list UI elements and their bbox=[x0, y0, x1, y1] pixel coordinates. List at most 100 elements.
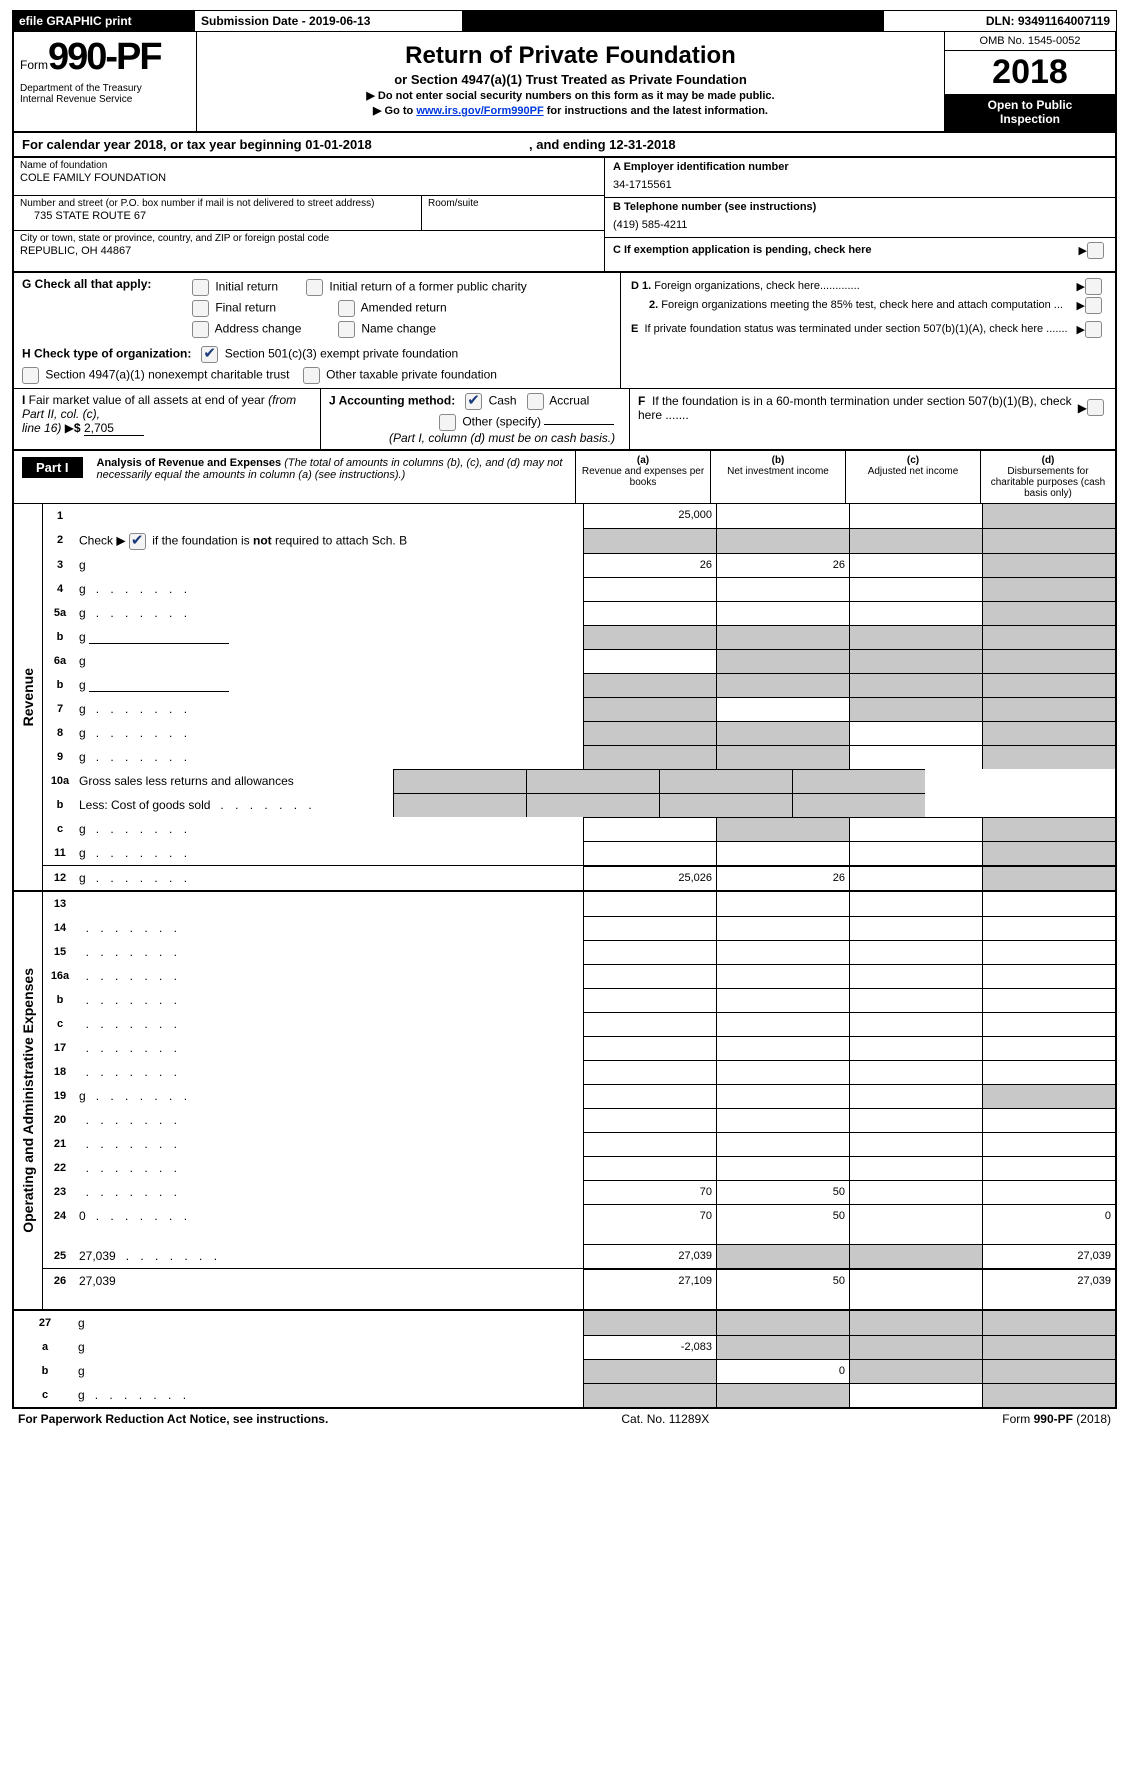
amount-cell: 27,039 bbox=[982, 1244, 1115, 1268]
row-number: 7 bbox=[43, 697, 77, 721]
expense-sidebar-label: Operating and Administrative Expenses bbox=[20, 968, 36, 1233]
g-address-change[interactable] bbox=[192, 321, 209, 338]
table-row: bg0 bbox=[14, 1359, 1115, 1383]
row-number: 26 bbox=[43, 1269, 77, 1309]
g-name-change[interactable] bbox=[338, 321, 355, 338]
submission-date: Submission Date - 2019-06-13 bbox=[195, 11, 463, 31]
g-initial-return[interactable] bbox=[192, 279, 209, 296]
ssn-warning: ▶ Do not enter social security numbers o… bbox=[207, 89, 934, 102]
h-label: H Check type of organization: bbox=[22, 346, 191, 360]
amount-cell bbox=[982, 1311, 1115, 1335]
row-number: 20 bbox=[43, 1108, 77, 1132]
j-cash-checkbox[interactable] bbox=[465, 393, 482, 410]
amount-cell bbox=[849, 601, 982, 625]
goto-link[interactable]: www.irs.gov/Form990PF bbox=[416, 105, 543, 117]
amount-cell bbox=[982, 697, 1115, 721]
j-other-checkbox[interactable] bbox=[439, 414, 456, 431]
f-checkbox[interactable] bbox=[1087, 399, 1104, 416]
amount-cell bbox=[982, 673, 1115, 697]
amount-cell bbox=[849, 940, 982, 964]
amount-cell bbox=[716, 504, 849, 528]
amount-cell bbox=[849, 1108, 982, 1132]
h-other-checkbox[interactable] bbox=[303, 367, 320, 384]
amount-cell bbox=[583, 673, 716, 697]
amount-cell bbox=[849, 1060, 982, 1084]
form-title: Return of Private Foundation bbox=[207, 42, 934, 70]
row-description: 27,039 bbox=[77, 1269, 583, 1309]
e-checkbox[interactable] bbox=[1085, 321, 1102, 338]
amount-cell bbox=[849, 673, 982, 697]
amount-cell bbox=[716, 649, 849, 673]
row-description: 27,039 . . . . . . . bbox=[77, 1244, 583, 1268]
open-inspection: Open to PublicInspection bbox=[945, 94, 1115, 131]
row-number: 6a bbox=[43, 649, 77, 673]
amount-cell bbox=[716, 940, 849, 964]
amount-cell bbox=[716, 1036, 849, 1060]
amount-cell bbox=[716, 1108, 849, 1132]
amount-cell bbox=[583, 1311, 716, 1335]
row-description: g . . . . . . . bbox=[77, 841, 583, 865]
row-number: 10a bbox=[43, 769, 77, 793]
amount-cell bbox=[716, 916, 849, 940]
amount-cell bbox=[849, 1311, 982, 1335]
amount-cell bbox=[849, 866, 982, 890]
amount-cell bbox=[849, 721, 982, 745]
amount-cell bbox=[849, 577, 982, 601]
g-initial-former[interactable] bbox=[306, 279, 323, 296]
table-row: 15 . . . . . . . bbox=[43, 940, 1115, 964]
amount-cell bbox=[526, 793, 659, 817]
c-checkbox[interactable] bbox=[1087, 242, 1104, 259]
amount-cell bbox=[393, 769, 526, 793]
g-opt-2: Final return bbox=[215, 300, 276, 314]
g-amended-return[interactable] bbox=[338, 300, 355, 317]
goto-post: for instructions and the latest informat… bbox=[544, 105, 768, 117]
schb-checkbox[interactable] bbox=[129, 533, 146, 550]
d1-checkbox[interactable] bbox=[1085, 278, 1102, 295]
amount-cell bbox=[526, 769, 659, 793]
row-description: . . . . . . . bbox=[77, 1108, 583, 1132]
table-row: c . . . . . . . bbox=[43, 1012, 1115, 1036]
amount-cell: 50 bbox=[716, 1180, 849, 1204]
amount-cell bbox=[716, 697, 849, 721]
g-opt-3: Amended return bbox=[361, 300, 447, 314]
row-description: g . . . . . . . bbox=[77, 745, 583, 769]
calendar-year-row: For calendar year 2018, or tax year begi… bbox=[12, 133, 1117, 158]
amount-cell: 25,000 bbox=[583, 504, 716, 528]
row-description: g bbox=[76, 1359, 583, 1383]
h-4947-checkbox[interactable] bbox=[22, 367, 39, 384]
row-description: . . . . . . . bbox=[77, 1036, 583, 1060]
table-row: 12g . . . . . . .25,02626 bbox=[43, 865, 1115, 890]
g-final-return[interactable] bbox=[192, 300, 209, 317]
row-number: 3 bbox=[43, 553, 77, 577]
h-opt-1: Section 501(c)(3) exempt private foundat… bbox=[225, 346, 458, 360]
goto-line: ▶ Go to www.irs.gov/Form990PF for instru… bbox=[207, 104, 934, 117]
table-row: 22 . . . . . . . bbox=[43, 1156, 1115, 1180]
header-block: Form990-PF Department of the TreasuryInt… bbox=[12, 32, 1117, 133]
g-h-block: G Check all that apply: Initial return I… bbox=[12, 273, 1117, 389]
row-number: 27 bbox=[14, 1311, 76, 1335]
j-accrual-checkbox[interactable] bbox=[527, 393, 544, 410]
amount-cell: 26 bbox=[716, 866, 849, 890]
table-row: 10aGross sales less returns and allowanc… bbox=[43, 769, 1115, 793]
col-d-label: Disbursements for charitable purposes (c… bbox=[991, 466, 1106, 499]
amount-cell bbox=[583, 940, 716, 964]
j-note: (Part I, column (d) must be on cash basi… bbox=[329, 431, 621, 445]
amount-cell bbox=[982, 892, 1115, 916]
row-number: 5a bbox=[43, 601, 77, 625]
amount-cell bbox=[583, 964, 716, 988]
row-description: g bbox=[76, 1335, 583, 1359]
table-row: 20 . . . . . . . bbox=[43, 1108, 1115, 1132]
amount-cell bbox=[982, 916, 1115, 940]
d2-checkbox[interactable] bbox=[1085, 297, 1102, 314]
table-row: 2Check ▶ if the foundation is not requir… bbox=[43, 528, 1115, 553]
final-block: 27gag-2,083bg0cg . . . . . . . bbox=[12, 1311, 1117, 1409]
form-subtitle: or Section 4947(a)(1) Trust Treated as P… bbox=[207, 72, 934, 87]
row-description: g . . . . . . . bbox=[76, 1383, 583, 1407]
h-501c3-checkbox[interactable] bbox=[201, 346, 218, 363]
amount-cell bbox=[982, 625, 1115, 649]
row-number: 14 bbox=[43, 916, 77, 940]
row-description: g . . . . . . . bbox=[77, 577, 583, 601]
form-prefix: Form bbox=[20, 58, 48, 72]
col-b-key: (b) bbox=[772, 455, 785, 466]
col-d-key: (d) bbox=[1042, 455, 1055, 466]
